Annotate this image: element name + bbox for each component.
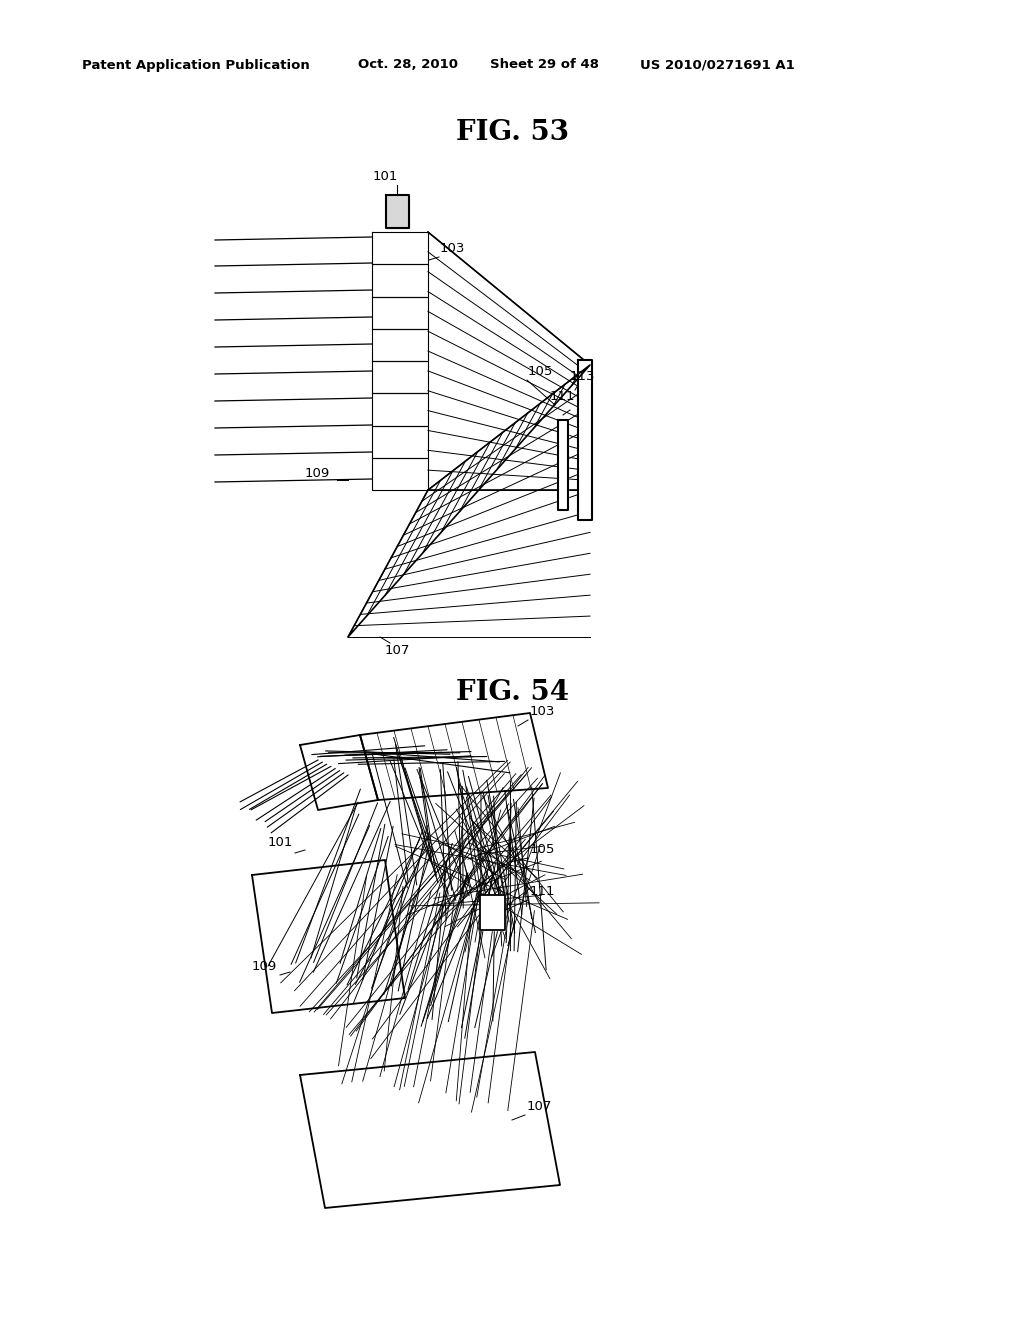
Text: FIG. 53: FIG. 53: [456, 120, 568, 147]
Text: FIG. 54: FIG. 54: [456, 680, 568, 706]
Text: 105: 105: [528, 366, 553, 378]
Polygon shape: [480, 895, 505, 931]
Polygon shape: [300, 735, 378, 810]
Text: 105: 105: [530, 843, 555, 855]
Polygon shape: [252, 861, 406, 1012]
Text: Patent Application Publication: Patent Application Publication: [82, 58, 309, 71]
Polygon shape: [386, 195, 409, 228]
Text: 107: 107: [384, 644, 410, 657]
Text: 101: 101: [373, 170, 397, 183]
Text: 103: 103: [440, 242, 465, 255]
Text: 113: 113: [570, 370, 596, 383]
Text: US 2010/0271691 A1: US 2010/0271691 A1: [640, 58, 795, 71]
Polygon shape: [558, 420, 568, 510]
Polygon shape: [578, 360, 592, 520]
Polygon shape: [300, 1052, 560, 1208]
Text: Oct. 28, 2010: Oct. 28, 2010: [358, 58, 458, 71]
Polygon shape: [360, 713, 548, 800]
Text: 101: 101: [268, 836, 293, 849]
Text: 111: 111: [530, 884, 555, 898]
Text: 103: 103: [530, 705, 555, 718]
Text: 109: 109: [252, 960, 278, 973]
Text: 111: 111: [550, 389, 575, 403]
Text: 109: 109: [305, 467, 331, 480]
Text: 107: 107: [527, 1100, 552, 1113]
Text: Sheet 29 of 48: Sheet 29 of 48: [490, 58, 599, 71]
